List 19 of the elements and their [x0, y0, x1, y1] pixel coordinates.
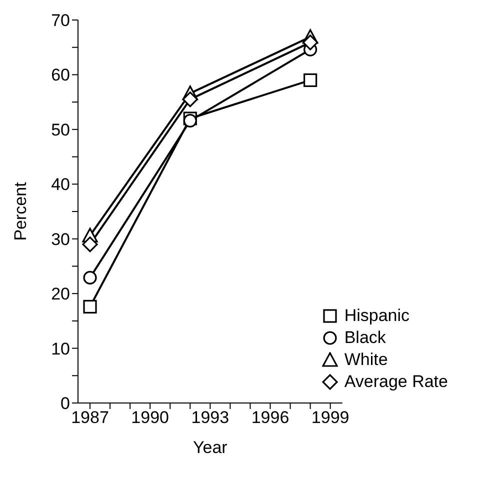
y-tick-label: 60 [51, 66, 70, 85]
y-tick-label: 30 [51, 230, 70, 249]
y-axis-title: Percent [11, 182, 30, 241]
x-tick-label: 1993 [191, 408, 230, 428]
y-tick-label: 40 [51, 175, 70, 194]
legend-label: Black [344, 327, 386, 349]
legend-label: Average Rate [344, 371, 448, 393]
x-tick-label: 1996 [251, 408, 290, 428]
x-tick-label: 1987 [71, 408, 109, 428]
y-tick-label: 50 [51, 120, 70, 140]
legend-label: Hispanic [344, 305, 410, 327]
x-tick-label: 1999 [311, 408, 350, 428]
y-tick-label: 20 [51, 284, 70, 304]
legend-label: White [344, 349, 388, 371]
x-axis-title: Year [192, 438, 228, 457]
y-tick-label: 70 [51, 11, 70, 30]
y-tick-label: 10 [51, 339, 70, 358]
x-tick-label: 1990 [131, 408, 170, 428]
y-tick-label: 0 [60, 394, 70, 414]
